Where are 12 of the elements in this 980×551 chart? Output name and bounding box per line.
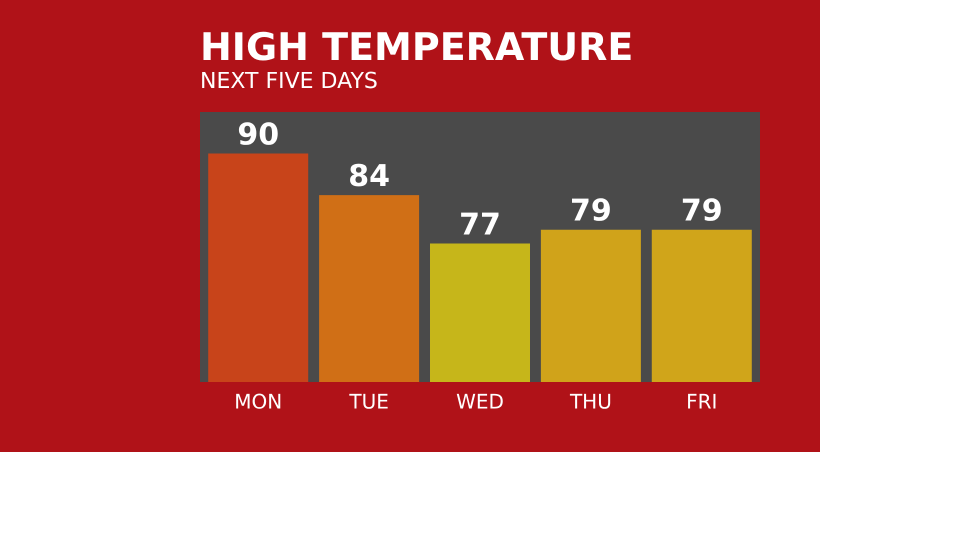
x-tick-label: THU <box>568 390 612 414</box>
chart-subtitle: NEXT FIVE DAYS <box>200 69 378 94</box>
data-label: 79 <box>680 194 723 229</box>
data-label: 79 <box>570 194 612 229</box>
data-label: 77 <box>459 208 501 243</box>
x-tick-label: TUE <box>348 390 389 414</box>
x-tick-label: MON <box>234 390 282 414</box>
data-label: 90 <box>237 118 280 153</box>
chart-title: HIGH TEMPERATURE <box>200 25 634 69</box>
x-tick-label: FRI <box>686 390 718 414</box>
data-label: 84 <box>348 159 390 194</box>
x-tick-label: WED <box>456 390 504 414</box>
